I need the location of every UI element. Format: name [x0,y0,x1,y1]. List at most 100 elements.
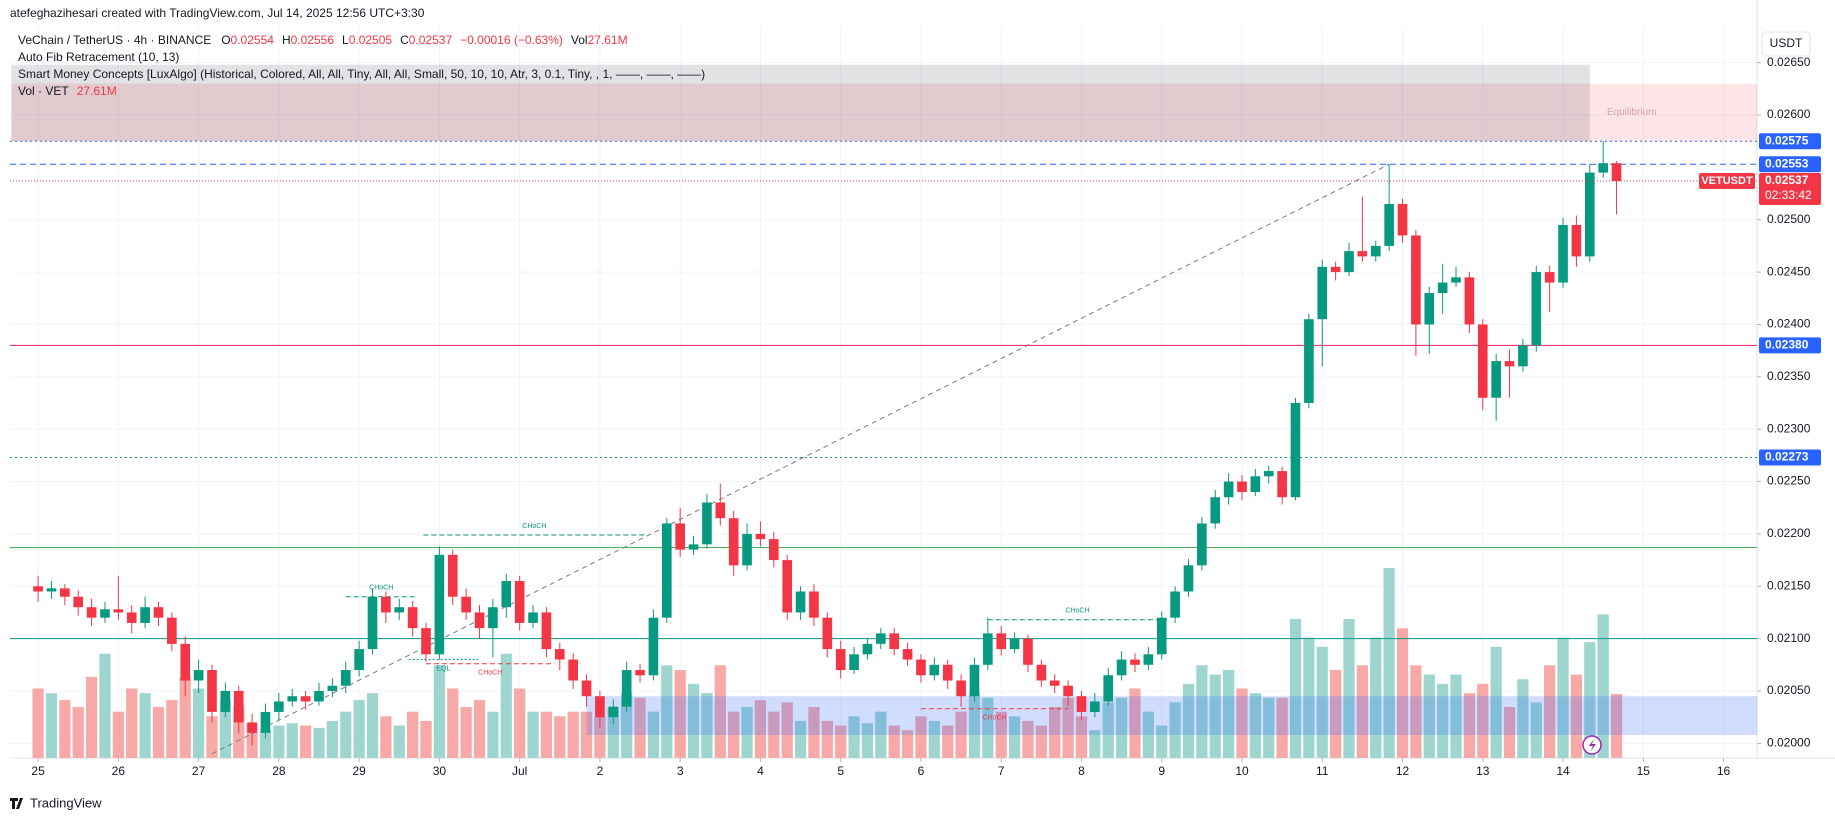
volume-bar [380,716,392,758]
volume-bar [1423,674,1435,758]
currency-box[interactable] [1761,31,1811,57]
x-tick-label: 12 [1396,764,1410,778]
candle-body [100,609,110,618]
zone [586,696,1757,735]
indicator: Smart Money Concepts [LuxAlgo] (Historic… [18,67,705,81]
candle-body [541,612,552,650]
candle-body [394,607,405,613]
volume-bar [1356,665,1369,758]
candle-body [367,596,378,650]
volume-bar [1089,730,1101,758]
h-value: 0.02556 [291,33,335,47]
fib-line [211,163,1390,755]
candle-body [1558,224,1568,283]
y-tick-label: 0.02350 [1767,369,1811,383]
volume-bar [928,720,940,758]
structure-label: CHoCH [522,523,546,530]
x-tick-label: 13 [1476,764,1490,778]
price-badge [1759,337,1821,354]
structure-label: EQL [436,665,450,672]
last-price-label: 0.02537 [1765,173,1809,187]
x-tick-label: 29 [352,764,366,778]
x-tick-label: 28 [272,764,286,778]
volume-bar [353,700,365,758]
candle-body [1076,696,1087,712]
volume-bar [313,727,325,758]
x-tick-label: 30 [433,764,447,778]
volume-bar [1022,720,1034,758]
x-tick-label: 16 [1717,764,1731,778]
volume-bar [1303,637,1315,758]
volume-bar [1410,665,1422,758]
candle-body [715,502,726,519]
x-tick-label: 25 [31,764,45,778]
candle-body [1103,675,1114,702]
x-tick-label: 6 [918,764,925,778]
volume-bar [580,711,593,758]
candle-body [1317,266,1328,320]
volume-bar [1276,697,1288,758]
zone-label: Equilibrium [1607,107,1656,118]
candle-body [768,539,779,561]
candle-body [86,607,97,618]
volume-bar [366,693,379,758]
candle-body [1237,481,1247,493]
candle-body [1116,659,1127,676]
candle-body [648,617,659,676]
candle-body [113,609,124,613]
price-badge [1759,449,1821,466]
volume-bar [273,725,285,758]
candle-body [167,617,177,644]
c-key: C [400,33,409,47]
x-tick-label: 4 [757,764,764,778]
candle-body [233,690,244,723]
candle-body [581,680,592,697]
candle-body [1063,685,1073,697]
candle-body [1424,293,1435,325]
volume-bar [420,720,432,758]
candle-body [1571,224,1582,257]
candle-body [635,670,645,676]
volume-bar [1450,674,1462,758]
candle-body [153,607,164,618]
candle-body [434,554,445,655]
candle-body [608,706,619,718]
candle-body [46,588,57,592]
volume-bar [85,676,98,758]
y-tick-label: 0.02150 [1767,578,1811,592]
candle-body [809,591,819,618]
volume-bar [808,707,820,758]
volume-bar [634,697,646,758]
structure-label: CHoCH [982,715,1006,722]
o-value: 0.02554 [231,33,275,47]
currency[interactable]: USDT [1770,36,1803,50]
y-tick-label: 0.02000 [1767,736,1811,750]
candle-body [1611,163,1622,181]
volume-bar [1396,628,1409,758]
volume-bar [1142,711,1154,758]
candle-body [488,607,498,629]
volume-bar [554,716,566,758]
volume-bar [1156,725,1168,758]
x-tick-label: 10 [1235,764,1249,778]
volume-bar [1102,702,1114,758]
volume-bar [407,711,419,758]
candle-body [1411,235,1421,325]
volume-bar [447,688,459,758]
o-key: O [221,33,230,47]
candle-body [327,685,338,691]
candle-body [381,596,391,613]
volume-bar [1263,697,1275,758]
volume-bar [32,688,44,758]
volume-bar [1008,716,1021,758]
volume-bar [139,693,151,758]
vol-key: Vol [571,33,588,47]
volume-bar [540,711,553,758]
l-value: 0.02505 [349,33,393,47]
candle-body [300,696,311,702]
candle-body [73,596,84,608]
volume-bar [888,725,900,758]
x-tick-label: 8 [1078,764,1085,778]
candle-body [287,696,298,702]
